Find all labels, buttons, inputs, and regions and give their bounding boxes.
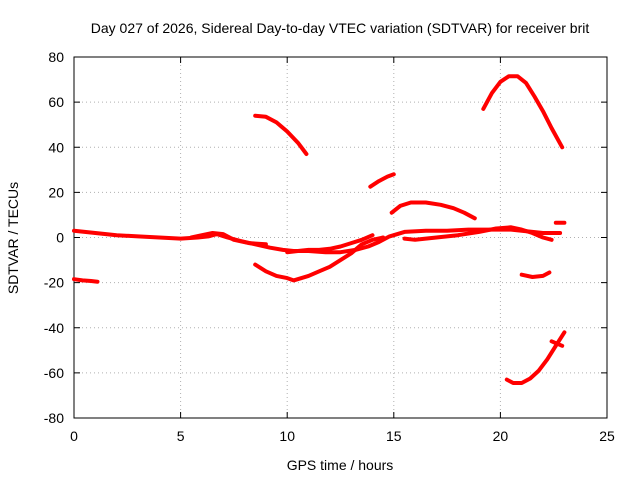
y-tick-label: 60: [48, 94, 64, 110]
y-tick-label: 40: [48, 139, 64, 155]
y-tick-label: -80: [44, 410, 64, 426]
series-arc-5: [285, 233, 375, 255]
y-tick-label: -20: [44, 275, 64, 291]
x-tick-label: 10: [279, 428, 295, 444]
series-arc-3: [189, 231, 268, 247]
x-tick-labels: 0 5 10 15 20 25: [70, 428, 615, 444]
y-tick-label: 80: [48, 49, 64, 65]
series-arc-8: [389, 200, 477, 221]
series-arc-7: [368, 172, 396, 189]
y-tick-label: -40: [44, 320, 64, 336]
y-tick-label: 20: [48, 184, 64, 200]
axis-ticks: [73, 56, 608, 419]
x-tick-label: 25: [599, 428, 615, 444]
series-arc-4: [253, 235, 386, 283]
series-arc-13: [549, 339, 565, 348]
y-tick-labels: -80 -60 -40 -20 0 20 40 60 80: [44, 49, 64, 426]
x-tick-label: 15: [386, 428, 402, 444]
series-arc-6: [253, 113, 309, 156]
x-tick-label: 5: [177, 428, 185, 444]
y-tick-label: -60: [44, 365, 64, 381]
y-tick-label: 0: [56, 230, 64, 246]
series-arc-11: [504, 330, 567, 385]
x-axis-title: GPS time / hours: [287, 457, 394, 473]
x-tick-label: 20: [493, 428, 509, 444]
series-arc-9: [402, 225, 554, 242]
y-axis-title: SDTVAR / TECUs: [5, 182, 21, 294]
chart-title: Day 027 of 2026, Sidereal Day-to-day VTE…: [91, 20, 590, 36]
series-traces: [72, 74, 567, 385]
x-tick-label: 0: [70, 428, 78, 444]
series-arc-12: [519, 270, 552, 279]
series-arc-1: [72, 277, 100, 284]
series-arc-10: [481, 74, 565, 150]
